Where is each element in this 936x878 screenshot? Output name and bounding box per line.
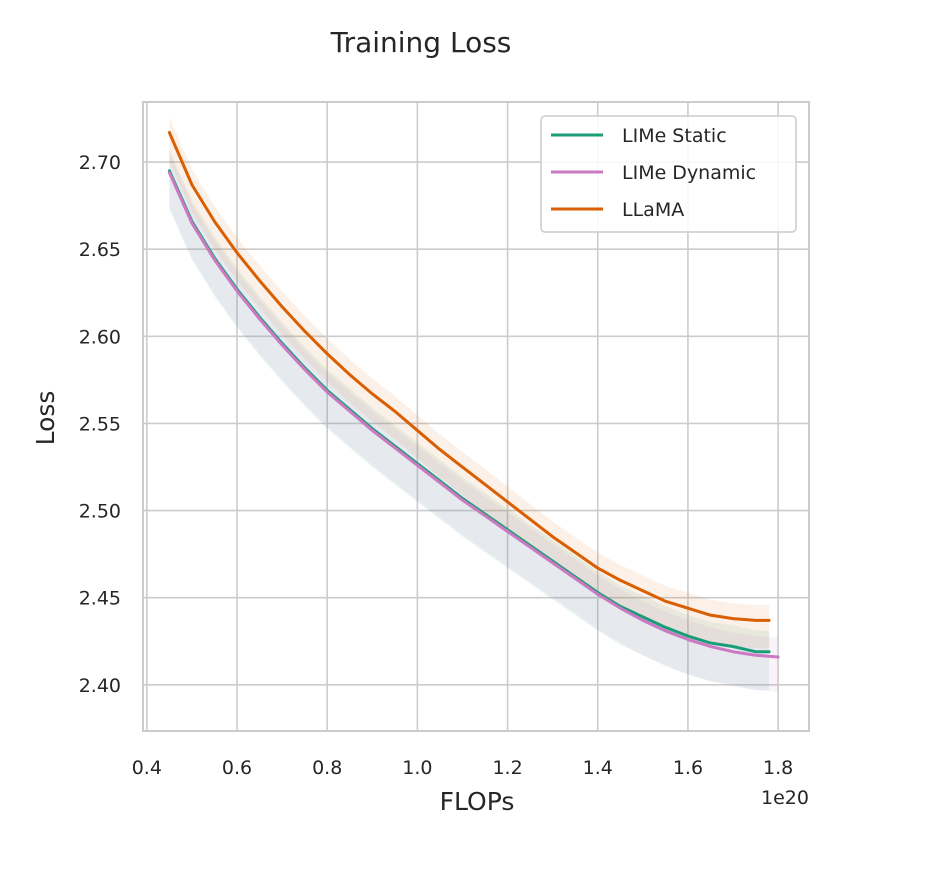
y-tick-label: 2.50 — [79, 501, 121, 523]
series-lines — [167, 130, 780, 659]
y-tick-label: 2.40 — [79, 675, 121, 697]
x-tick-label: 1.6 — [673, 757, 703, 779]
y-tick-label: 2.65 — [79, 239, 121, 261]
x-tick-label: 0.6 — [222, 757, 252, 779]
legend-label: LIMe Static — [622, 125, 727, 147]
legend-label: LLaMA — [622, 199, 684, 221]
y-axis-title: Loss — [31, 391, 60, 446]
noise-band — [169, 149, 770, 691]
plot-frame — [142, 101, 810, 732]
series-line-llama — [167, 130, 771, 622]
legend-box — [540, 115, 797, 233]
y-tick-labels: 2.40 2.45 2.50 2.55 2.60 2.65 2.70 — [79, 152, 121, 697]
plot-border — [142, 101, 810, 732]
noise-band — [169, 153, 779, 692]
x-tick-label: 0.4 — [132, 757, 162, 779]
y-tick-label: 2.60 — [79, 326, 121, 348]
series-line-lime-dynamic — [167, 171, 780, 659]
x-tick-labels: 0.4 0.6 0.8 1.0 1.2 1.4 1.6 1.8 — [132, 757, 793, 779]
x-tick-label: 1.4 — [583, 757, 613, 779]
y-tick-label: 2.45 — [79, 588, 121, 610]
x-tick-label: 1.2 — [492, 757, 522, 779]
x-tick-label: 1.0 — [402, 757, 432, 779]
noise-bands — [169, 117, 779, 692]
x-tick-label: 0.8 — [312, 757, 342, 779]
y-tick-label: 2.55 — [79, 413, 121, 435]
legend: LIMe Static LIMe Dynamic LLaMA — [540, 115, 797, 233]
x-axis-title: FLOPs — [440, 787, 515, 816]
x-tick-label: 1.8 — [763, 757, 793, 779]
x-axis-offset-label: 1e20 — [761, 787, 809, 809]
legend-label: LIMe Dynamic — [622, 162, 756, 184]
y-tick-label: 2.70 — [79, 152, 121, 174]
chart-title: Training Loss — [330, 26, 512, 59]
